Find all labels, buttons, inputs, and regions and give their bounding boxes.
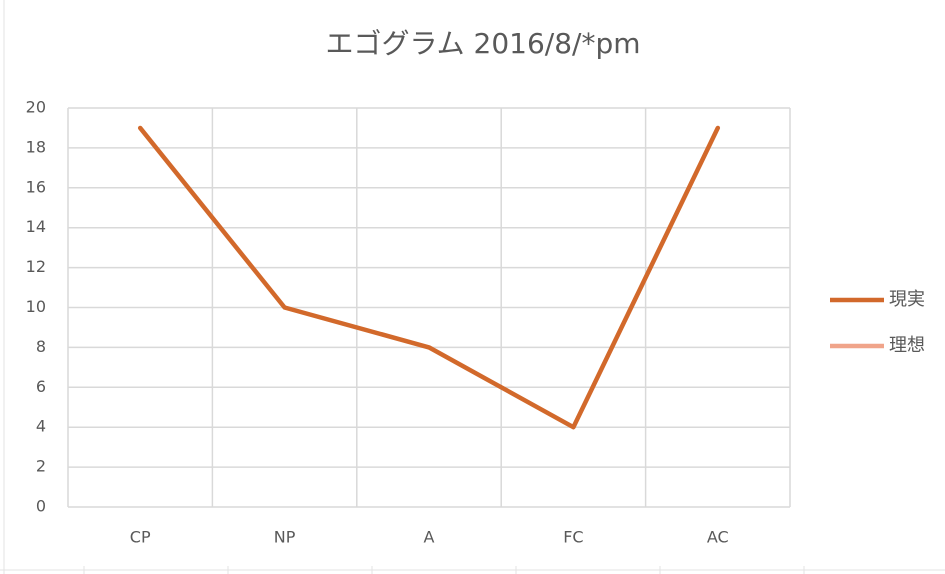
y-tick-label: 14: [26, 217, 46, 236]
x-tick-label: FC: [563, 528, 583, 547]
y-tick-label: 0: [36, 497, 46, 516]
x-tick-label: NP: [274, 528, 296, 547]
chart-title: エゴグラム 2016/8/*pm: [325, 27, 640, 60]
x-tick-label: AC: [707, 528, 729, 547]
y-tick-label: 20: [26, 98, 46, 117]
y-tick-label: 12: [26, 257, 46, 276]
y-tick-label: 18: [26, 137, 46, 156]
y-tick-label: 2: [36, 457, 46, 476]
x-tick-label: CP: [130, 528, 151, 547]
y-tick-label: 6: [36, 377, 46, 396]
x-tick-label: A: [424, 528, 435, 547]
series-line: [137, 125, 721, 430]
y-tick-label: 16: [26, 177, 46, 196]
y-tick-label: 10: [26, 297, 46, 316]
y-tick-label: 8: [36, 337, 46, 356]
legend-label: 現実: [889, 289, 925, 310]
y-tick-label: 4: [36, 417, 46, 436]
legend-label: 理想: [889, 335, 925, 356]
